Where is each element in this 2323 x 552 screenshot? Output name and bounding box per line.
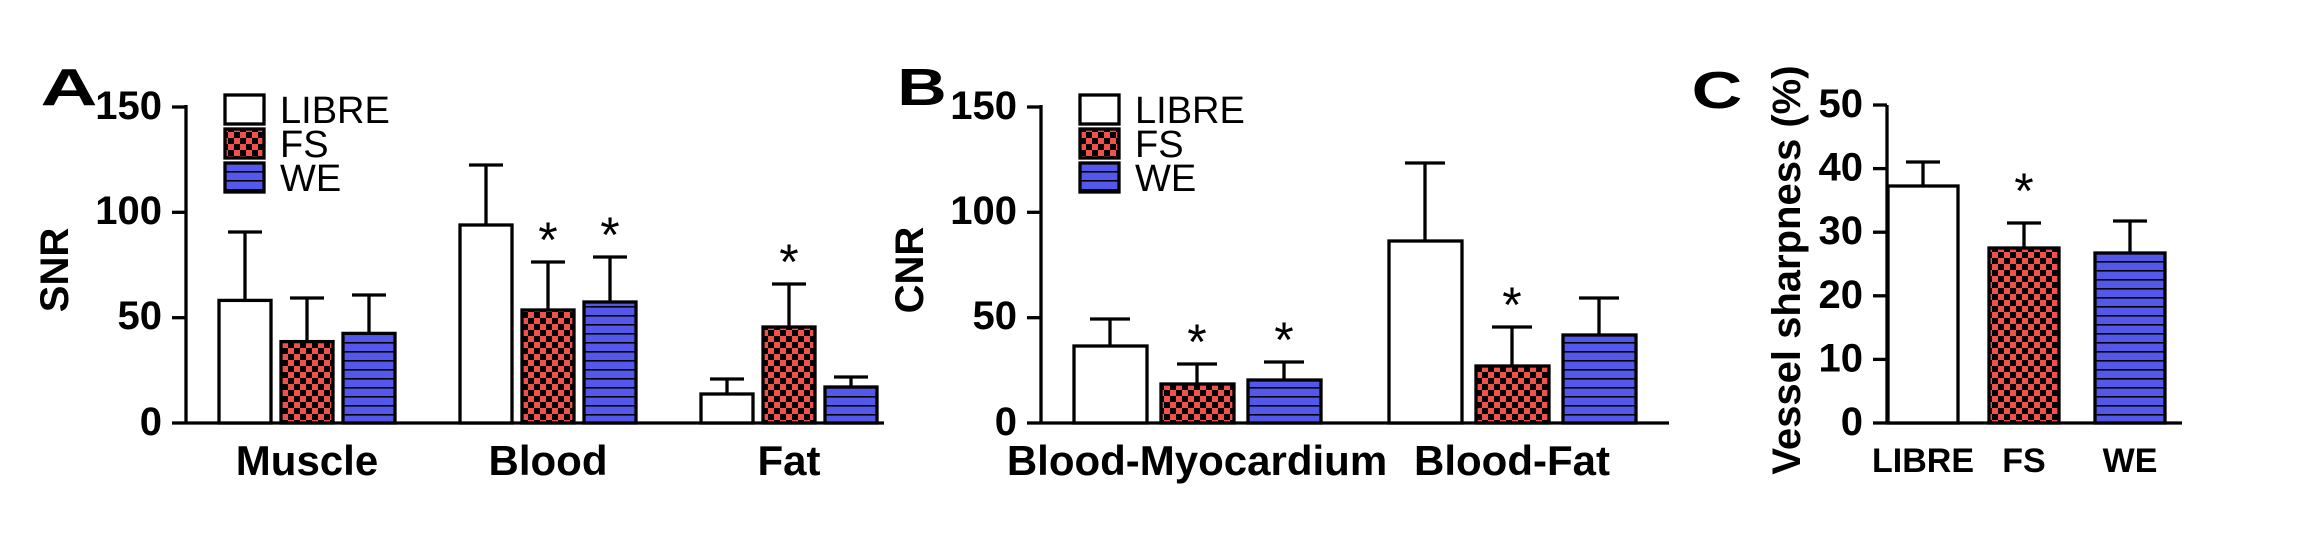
svg-text:50: 50 [973, 294, 1018, 338]
svg-text:Blood: Blood [489, 437, 608, 484]
svg-text:40: 40 [1819, 146, 1864, 190]
svg-text:B: B [897, 58, 946, 116]
svg-text:100: 100 [95, 189, 162, 233]
svg-text:WE: WE [1135, 158, 1196, 200]
svg-text:Muscle: Muscle [236, 437, 378, 484]
svg-text:*: * [1502, 277, 1521, 333]
svg-text:*: * [779, 234, 798, 290]
svg-text:*: * [600, 207, 619, 263]
svg-text:*: * [2014, 163, 2033, 219]
svg-text:SNR: SNR [33, 228, 77, 313]
svg-text:CNR: CNR [888, 227, 932, 314]
svg-text:100: 100 [950, 189, 1017, 233]
svg-text:0: 0 [1841, 400, 1863, 444]
svg-text:A: A [41, 59, 98, 117]
svg-text:0: 0 [140, 400, 162, 444]
svg-text:10: 10 [1819, 336, 1864, 380]
svg-text:*: * [538, 212, 557, 268]
svg-text:FS: FS [2002, 442, 2045, 480]
svg-text:50: 50 [1819, 82, 1864, 126]
svg-text:Blood-Myocardium: Blood-Myocardium [1007, 437, 1387, 484]
svg-text:30: 30 [1819, 209, 1864, 253]
svg-text:20: 20 [1819, 273, 1864, 317]
svg-text:150: 150 [95, 84, 162, 128]
svg-text:*: * [1187, 314, 1206, 370]
svg-text:Blood-Fat: Blood-Fat [1414, 437, 1610, 484]
svg-text:150: 150 [950, 84, 1017, 128]
svg-text:WE: WE [280, 158, 341, 200]
svg-text:*: * [1274, 312, 1293, 368]
svg-text:50: 50 [118, 294, 163, 338]
svg-text:WE: WE [2103, 442, 2158, 480]
svg-text:Vessel sharpness (%): Vessel sharpness (%) [1765, 65, 1809, 474]
svg-text:LIBRE: LIBRE [1872, 442, 1974, 480]
svg-text:Fat: Fat [758, 437, 821, 484]
svg-text:C: C [1692, 62, 1743, 120]
